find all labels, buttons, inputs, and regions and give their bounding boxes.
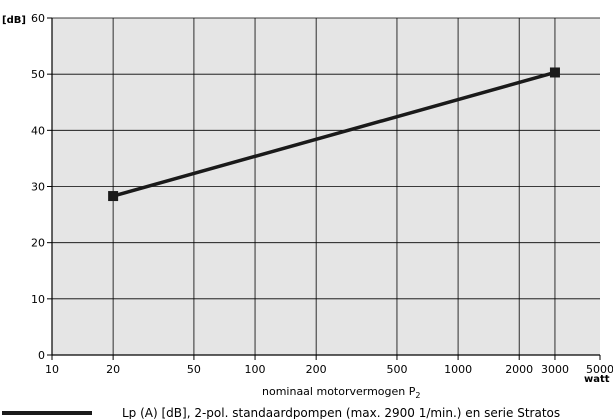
x-tick-label: 50 — [187, 363, 201, 376]
x-tick-labels: 10 20 50 100 200 500 1000 2000 3000 5000 — [45, 363, 613, 376]
y-tick-labels: 0 10 20 30 40 50 60 — [31, 12, 45, 362]
x-tick-label: 100 — [245, 363, 266, 376]
x-tick-label: 5000 — [586, 363, 613, 376]
y-tick-label: 60 — [31, 12, 45, 25]
x-tick-label: 20 — [106, 363, 120, 376]
axes — [47, 17, 601, 360]
x-unit-label: watt — [584, 374, 610, 385]
x-tick-label: 1000 — [444, 363, 472, 376]
x-tick-label: 500 — [386, 363, 407, 376]
data-point-marker — [108, 191, 119, 202]
y-tick-label: 0 — [38, 349, 45, 362]
y-tick-label: 20 — [31, 237, 45, 250]
x-tick-label: 10 — [45, 363, 59, 376]
x-axis-label: nominaal motorvermogen P2 — [262, 385, 421, 400]
y-tick-label: 40 — [31, 124, 45, 137]
series-line — [112, 70, 556, 198]
x-tick-label: 3000 — [541, 363, 569, 376]
legend-label: Lp (A) [dB], 2-pol. standaardpompen (max… — [122, 406, 560, 419]
y-tick-label: 50 — [31, 68, 45, 81]
x-tick-label: 200 — [306, 363, 327, 376]
x-tick-label: 2000 — [505, 363, 533, 376]
y-unit-label: [dB] — [2, 15, 26, 26]
series-layer — [108, 67, 560, 202]
y-tick-label: 10 — [31, 293, 45, 306]
y-tick-label: 30 — [31, 181, 45, 194]
data-point-marker — [549, 67, 560, 78]
